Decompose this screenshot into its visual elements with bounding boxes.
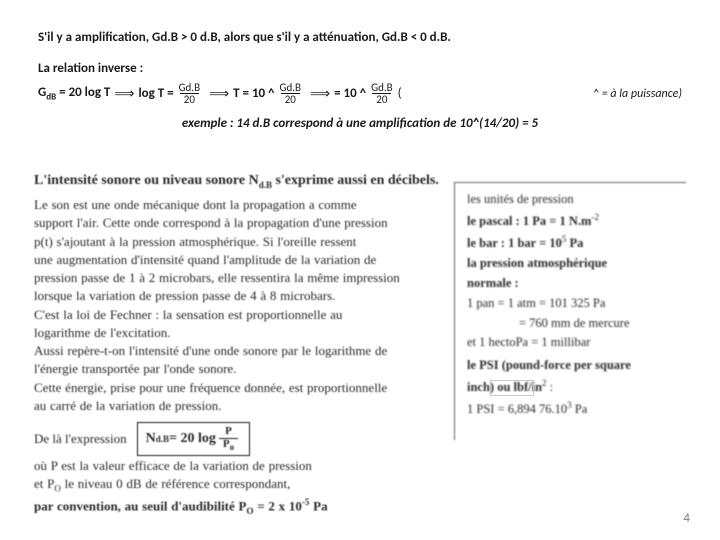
frac-2: Gd.B 20: [278, 82, 303, 106]
right-column: les unités de pression le pascal : 1 Pa …: [454, 182, 686, 440]
para-line: logarithme de l'excitation.: [34, 325, 442, 341]
right-line: le bar : 1 bar = 105 Pa: [467, 233, 678, 252]
para-line: Le son est une onde mécanique dont la pr…: [34, 197, 442, 213]
left-header: L'intensité sonore ou niveau sonore Nd.B…: [34, 172, 442, 191]
para-line: une augmentation d'intensité quand l'amp…: [34, 252, 442, 268]
para-line: Cette énergie, prise pour une fréquence …: [34, 380, 442, 396]
body-area: L'intensité sonore ou niveau sonore Nd.B…: [34, 172, 686, 504]
example-line: exemple : 14 d.B correspond à une amplif…: [38, 116, 682, 131]
inverse-label: La relation inverse :: [38, 61, 682, 78]
para-line: Aussi repère-t-on l'intensité d'une onde…: [34, 343, 442, 359]
expression-row: De là l'expression Nd.B = 20 log P Po: [34, 422, 442, 456]
right-line: le pascal : 1 Pa = 1 N.m-2: [467, 211, 678, 230]
right-line: 1 pan = 1 atm = 101 325 Pa: [467, 295, 678, 312]
convention-line: par convention, au seuil d'audibilité PO…: [34, 497, 442, 517]
para-line: lorsque la variation de pression passe d…: [34, 288, 442, 304]
para-line: pression passe de 1 à 2 microbars, elle …: [34, 270, 442, 286]
right-line: et 1 hectoPa = 1 millibar: [467, 334, 678, 351]
para-line: support l'air. Cette onde correspond à l…: [34, 215, 442, 231]
left-column: L'intensité sonore ou niveau sonore Nd.B…: [34, 172, 442, 519]
right-line: la pression atmosphérique: [467, 255, 678, 272]
power-note: ^ = à la puissance): [593, 87, 682, 101]
right-line: le PSI (pound-force per square: [467, 357, 678, 374]
logt-eq: log T =: [138, 86, 173, 101]
para-line: et PO le niveau 0 dB de référence corres…: [34, 476, 442, 495]
para-line: p(t) s'ajoutant à la pression atmosphéri…: [34, 234, 442, 250]
right-line: 1 PSI = 6,894 76.103 Pa: [467, 399, 678, 418]
para-line: C'est la loi de Fechner : la sensation e…: [34, 307, 442, 323]
para-line: l'énergie transportée par l'onde sonore.: [34, 361, 442, 377]
implies-icon: ⟹: [209, 85, 229, 102]
implies-icon: ⟹: [310, 85, 330, 102]
para-line: au carré de la variation de pression.: [34, 398, 442, 414]
ten-power-2: = 10 ^: [334, 86, 366, 101]
right-title: les unités de pression: [467, 191, 678, 208]
implies-icon: ⟹: [114, 85, 134, 102]
overlay-marker: [490, 380, 534, 396]
right-line: normale :: [467, 275, 678, 292]
page-number: 4: [683, 511, 690, 526]
g-symbol: GdB = 20 log T: [38, 85, 110, 103]
open-paren: (: [398, 86, 402, 101]
expr-label: De là l'expression: [34, 431, 127, 447]
t-ten-power: T = 10 ^: [233, 86, 274, 101]
frac-1: Gd.B 20: [177, 82, 202, 106]
para-line: où P est la valeur efficace de la variat…: [34, 458, 442, 474]
after-box: où P est la valeur efficace de la variat…: [34, 458, 442, 517]
formula-box: Nd.B = 20 log P Po: [137, 422, 251, 456]
top-block: S'il y a amplification, Gd.B > 0 d.B, al…: [38, 30, 682, 131]
line-amplification: S'il y a amplification, Gd.B > 0 d.B, al…: [38, 30, 682, 47]
frac-3: Gd.B 20: [369, 82, 394, 106]
inverse-relation-row: GdB = 20 log T ⟹ log T = Gd.B 20 ⟹ T = 1…: [38, 82, 682, 106]
right-line: = 760 mm de mercure: [467, 315, 678, 332]
